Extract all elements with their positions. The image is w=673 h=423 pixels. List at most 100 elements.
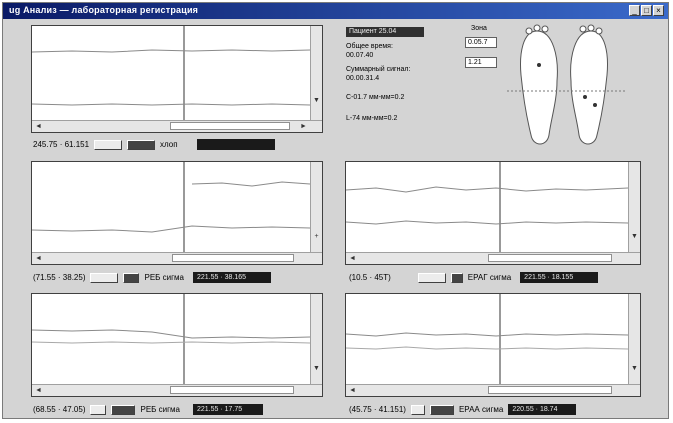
range-readout: (68.55 · 47.05) xyxy=(33,405,86,414)
scroll-thumb[interactable] xyxy=(488,386,612,394)
value-readout: 221.55 · 38.165 xyxy=(192,272,271,283)
left-foot-icon xyxy=(520,30,558,145)
trace-upper xyxy=(32,49,310,53)
info-header: Пациент 25.04 xyxy=(346,27,424,37)
plot-4-status: (68.55 · 47.05) РЕБ сигма 221.55 · 17.75 xyxy=(33,403,263,416)
scroll-down-icon[interactable]: ▼ xyxy=(313,97,320,104)
signal-plot-2[interactable]: + ◄ xyxy=(31,161,323,265)
mode-button-2[interactable] xyxy=(450,272,463,283)
scroll-thumb[interactable] xyxy=(170,122,290,130)
trace-upper xyxy=(191,181,310,187)
scroll-down-icon[interactable]: ▼ xyxy=(313,365,320,372)
channel-label: ЕРАА сигма xyxy=(458,405,504,414)
scroll-left-icon[interactable]: ◄ xyxy=(35,387,42,394)
value-readout: 220.55 · 18.74 xyxy=(508,404,577,415)
plot-2-status: (71.55 · 38.25) РЕБ сигма 221.55 · 38.16… xyxy=(33,271,271,284)
range-readout: (71.55 · 38.25) xyxy=(33,273,86,282)
scroll-left-icon[interactable]: ◄ xyxy=(349,387,356,394)
plot-2-canvas xyxy=(32,162,310,252)
mode-button-2[interactable] xyxy=(127,139,156,150)
plot-4-hscroll[interactable]: ◄ xyxy=(32,384,322,396)
info-line-4: 00.00.31.4 xyxy=(346,75,380,82)
right-foot-icon xyxy=(570,30,608,145)
plot-3-vscroll[interactable]: ▼ xyxy=(628,162,640,252)
plot-4-vscroll[interactable]: ▼ xyxy=(310,294,322,384)
trace-upper xyxy=(346,186,628,193)
scroll-left-icon[interactable]: ◄ xyxy=(349,255,356,262)
info-line-2: 00.07.40 xyxy=(346,52,374,59)
plot-5-hscroll[interactable]: ◄ xyxy=(346,384,640,396)
plot-2-hscroll[interactable]: ◄ xyxy=(32,252,322,264)
plot-1-canvas xyxy=(32,26,310,120)
value-readout: 221.55 · 18.155 xyxy=(520,272,599,283)
mode-button-2[interactable] xyxy=(429,404,454,415)
signal-plot-3[interactable]: ▼ ◄ xyxy=(345,161,641,265)
range-readout: (45.75 · 41.151) xyxy=(349,405,406,414)
maximize-button[interactable]: □ xyxy=(641,5,652,16)
window-controls: _ □ × xyxy=(629,5,664,16)
signal-plot-1[interactable]: ▼ ◄ ► xyxy=(31,25,323,133)
plot-5-canvas xyxy=(346,294,628,384)
zone-label: Зона xyxy=(471,25,487,32)
plot-4-canvas xyxy=(32,294,310,384)
scroll-down-icon[interactable]: ▼ xyxy=(631,233,638,240)
scroll-left-icon[interactable]: ◄ xyxy=(35,255,42,262)
mode-button-1[interactable] xyxy=(410,404,425,415)
plot-3-status: (10.5 · 45Т) ЕРАГ сигма 221.55 · 18.155 xyxy=(349,271,599,284)
trace-lower xyxy=(32,225,310,233)
value-readout: 221.55 · 17.75 xyxy=(192,404,263,415)
range-readout: 245.75 · 61.151 xyxy=(33,140,90,149)
window-title: ug Анализ — лабораторная регистрация xyxy=(9,5,199,15)
zone-field-1[interactable]: 0.05.7 xyxy=(465,37,497,48)
sensor-point xyxy=(593,103,597,107)
mode-button-2[interactable] xyxy=(111,404,136,415)
channel-label: РЕБ сигма xyxy=(140,405,180,414)
trace-lower xyxy=(346,220,628,225)
trace-upper xyxy=(32,329,310,339)
scroll-thumb[interactable] xyxy=(172,254,294,262)
trace-lower xyxy=(32,341,310,344)
plot-5-vscroll[interactable]: ▼ xyxy=(628,294,640,384)
mode-button-1[interactable] xyxy=(90,272,119,283)
scroll-right-icon[interactable]: ► xyxy=(300,123,307,130)
info-line-1: Общее время: xyxy=(346,43,393,50)
signal-plot-4[interactable]: ▼ ◄ xyxy=(31,293,323,397)
scroll-plus-icon[interactable]: + xyxy=(314,233,319,240)
info-panel: Пациент 25.04 Общее время: 00.07.40 Сумм… xyxy=(346,27,466,123)
info-line-6: L-74 мм-мм=0.2 xyxy=(346,115,398,122)
channel-label: хлоп xyxy=(160,140,178,149)
app-window: ug Анализ — лабораторная регистрация _ □… xyxy=(2,2,669,419)
title-bar[interactable]: ug Анализ — лабораторная регистрация _ □… xyxy=(3,3,668,19)
sensor-point xyxy=(537,63,541,67)
sensor-point xyxy=(583,95,587,99)
scroll-thumb[interactable] xyxy=(170,386,294,394)
range-readout: (10.5 · 45Т) xyxy=(349,273,391,282)
plot-1-hscroll[interactable]: ◄ ► xyxy=(32,120,322,132)
mode-button-2[interactable] xyxy=(123,272,140,283)
zone-field-2[interactable]: 1.21 xyxy=(465,57,497,68)
plot-3-hscroll[interactable]: ◄ xyxy=(346,252,640,264)
trace-upper xyxy=(346,332,628,337)
close-button[interactable]: × xyxy=(653,5,664,16)
mode-button-1[interactable] xyxy=(417,272,446,283)
info-line-5: С-01.7 мм-мм=0.2 xyxy=(346,94,405,101)
trace-lower xyxy=(346,346,628,350)
foot-diagram xyxy=(507,24,627,145)
minimize-button[interactable]: _ xyxy=(629,5,640,16)
signal-plot-5[interactable]: ▼ ◄ xyxy=(345,293,641,397)
value-readout xyxy=(196,139,275,150)
mode-button-1[interactable] xyxy=(94,139,123,150)
channel-label: РЕБ сигма xyxy=(144,273,184,282)
scroll-thumb[interactable] xyxy=(488,254,612,262)
plot-1-status: 245.75 · 61.151 хлоп xyxy=(33,138,275,151)
plot-5-status: (45.75 · 41.151) ЕРАА сигма 220.55 · 18.… xyxy=(349,403,577,416)
channel-label: ЕРАГ сигма xyxy=(467,273,512,282)
trace-lower xyxy=(32,103,310,106)
plot-1-vscroll[interactable]: ▼ xyxy=(310,26,322,120)
plot-2-vscroll[interactable]: + xyxy=(310,162,322,252)
scroll-left-icon[interactable]: ◄ xyxy=(35,123,42,130)
plot-3-canvas xyxy=(346,162,628,252)
info-line-3: Суммарный сигнал: xyxy=(346,66,411,73)
scroll-down-icon[interactable]: ▼ xyxy=(631,365,638,372)
mode-button-1[interactable] xyxy=(90,404,107,415)
